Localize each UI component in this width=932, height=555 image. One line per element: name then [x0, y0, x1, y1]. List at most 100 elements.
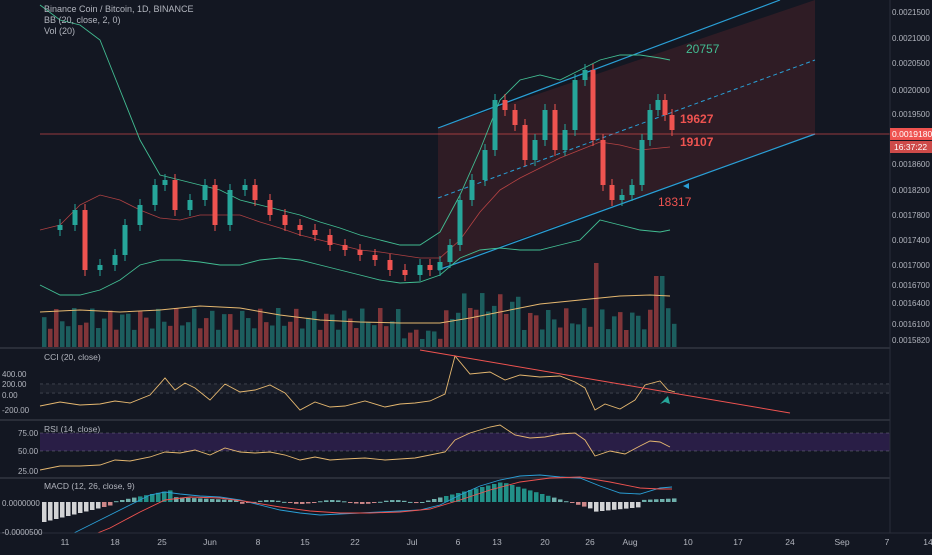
price-tick-label: 0.0015820 — [892, 336, 930, 345]
volume-bar — [486, 311, 491, 348]
volume-bar — [72, 308, 77, 348]
candle-body — [172, 180, 178, 210]
macd-hist-bar — [348, 502, 353, 503]
volume-bar — [474, 309, 479, 348]
macd-hist-bar — [102, 502, 107, 507]
time-axis-label: Aug — [622, 537, 637, 547]
volume-bar — [138, 311, 143, 348]
channel-lower-line — [437, 133, 816, 271]
volume-bar — [42, 317, 47, 348]
volume-bar — [132, 329, 137, 348]
bb-upper-band — [39, 4, 671, 246]
volume-bar — [144, 317, 149, 348]
macd-hist-bar — [660, 499, 665, 502]
time-axis-label: 25 — [157, 537, 167, 547]
macd-hist-bar — [126, 498, 131, 502]
time-axis-label: 10 — [683, 537, 693, 547]
volume-bar — [390, 321, 395, 348]
candle-body — [669, 115, 675, 130]
macd-hist-bar — [600, 502, 605, 511]
price-tick-label: 0.0017400 — [892, 236, 930, 245]
macd-hist-bar — [558, 499, 563, 502]
candle-body — [187, 200, 193, 210]
volume-bar — [432, 331, 437, 348]
macd-hist-bar — [300, 502, 305, 504]
volume-bar — [342, 310, 347, 348]
candle-body — [619, 195, 625, 200]
price-tick-label: 0.0020500 — [892, 59, 930, 68]
time-axis: 11 18 25 Jun 8 15 22 Jul 6 13 20 26 Aug 10 17 24 Sep 7 14 — [61, 537, 932, 547]
macd-hist-bar — [414, 502, 419, 504]
volume-bar — [624, 329, 629, 348]
macd-hist-bar — [546, 495, 551, 502]
macd-label: MACD (12, 26, close, 9) — [44, 481, 135, 491]
time-axis-label: 22 — [350, 537, 360, 547]
volume-bar — [282, 325, 287, 348]
macd-hist-bar — [156, 492, 161, 502]
macd-hist-bar — [486, 485, 491, 502]
macd-hist-bar — [210, 499, 215, 502]
symbol-title[interactable]: Binance Coin / Bitcoin, 1D, BINANCE — [44, 4, 194, 14]
macd-hist-bar — [144, 495, 149, 502]
volume-bar — [588, 326, 593, 348]
macd-signal-line — [39, 476, 672, 546]
volume-bar — [420, 338, 425, 348]
volume-bar — [96, 328, 101, 348]
volume-bar — [90, 308, 95, 348]
macd-hist-bar — [630, 502, 635, 508]
candle-body — [427, 265, 433, 270]
time-axis-label: 26 — [585, 537, 595, 547]
current-price-badge — [890, 128, 932, 140]
vol-legend[interactable]: Vol (20) — [44, 26, 76, 36]
bb-legend[interactable]: BB (20, close, 2, 0) — [44, 15, 121, 25]
macd-hist-bar — [48, 502, 53, 521]
macd-hist-bar — [492, 484, 497, 502]
macd-hist-bar — [222, 499, 227, 502]
macd-hist-bar — [540, 494, 545, 502]
volume-bar — [672, 323, 677, 348]
macd-hist-bar — [258, 500, 263, 502]
time-axis-label: Jun — [203, 537, 217, 547]
candle-body — [532, 140, 538, 160]
candle-body — [552, 110, 558, 150]
macd-hist-bar — [168, 490, 173, 502]
candle-body — [447, 245, 453, 262]
macd-hist-bar — [264, 500, 269, 502]
macd-hist-bar — [366, 502, 371, 504]
volume-bar — [666, 308, 671, 348]
volume-bar — [300, 328, 305, 348]
macd-hist-bar — [306, 502, 311, 504]
candle-body — [252, 185, 258, 200]
price-tick-label: 0.0016700 — [892, 281, 930, 290]
volume-bar — [444, 310, 449, 348]
volume-bar — [636, 315, 641, 348]
volume-bar — [414, 329, 419, 348]
candle-body — [112, 255, 118, 265]
macd-tick-label: -0.0000500 — [2, 528, 43, 537]
volume-bar — [180, 325, 185, 348]
price-axis: 0.0021500 0.0021000 0.0020500 0.0020000 0.00… — [892, 8, 930, 345]
level-mid-label: 19107 — [680, 135, 714, 149]
macd-hist-bar — [642, 499, 647, 502]
macd-hist-bar — [372, 502, 377, 503]
volume-bar — [438, 338, 443, 348]
candle-body — [137, 205, 143, 225]
macd-hist-bar — [108, 502, 113, 506]
volume-bar — [456, 312, 461, 348]
volume-bar — [186, 322, 191, 348]
cci-trendline — [419, 349, 791, 414]
candle-body — [469, 180, 475, 200]
time-axis-label: 14 — [923, 537, 932, 547]
volume-bar — [198, 328, 203, 348]
macd-hist-bar — [132, 497, 137, 502]
volume-bar — [60, 321, 65, 348]
candle-body — [312, 230, 318, 235]
volume-bar — [216, 329, 221, 348]
candle-body — [342, 245, 348, 250]
macd-hist-bar — [336, 500, 341, 502]
countdown-badge — [890, 141, 932, 153]
volume-bar — [402, 338, 407, 348]
volume-bar — [642, 329, 647, 348]
candle-body — [655, 100, 661, 110]
